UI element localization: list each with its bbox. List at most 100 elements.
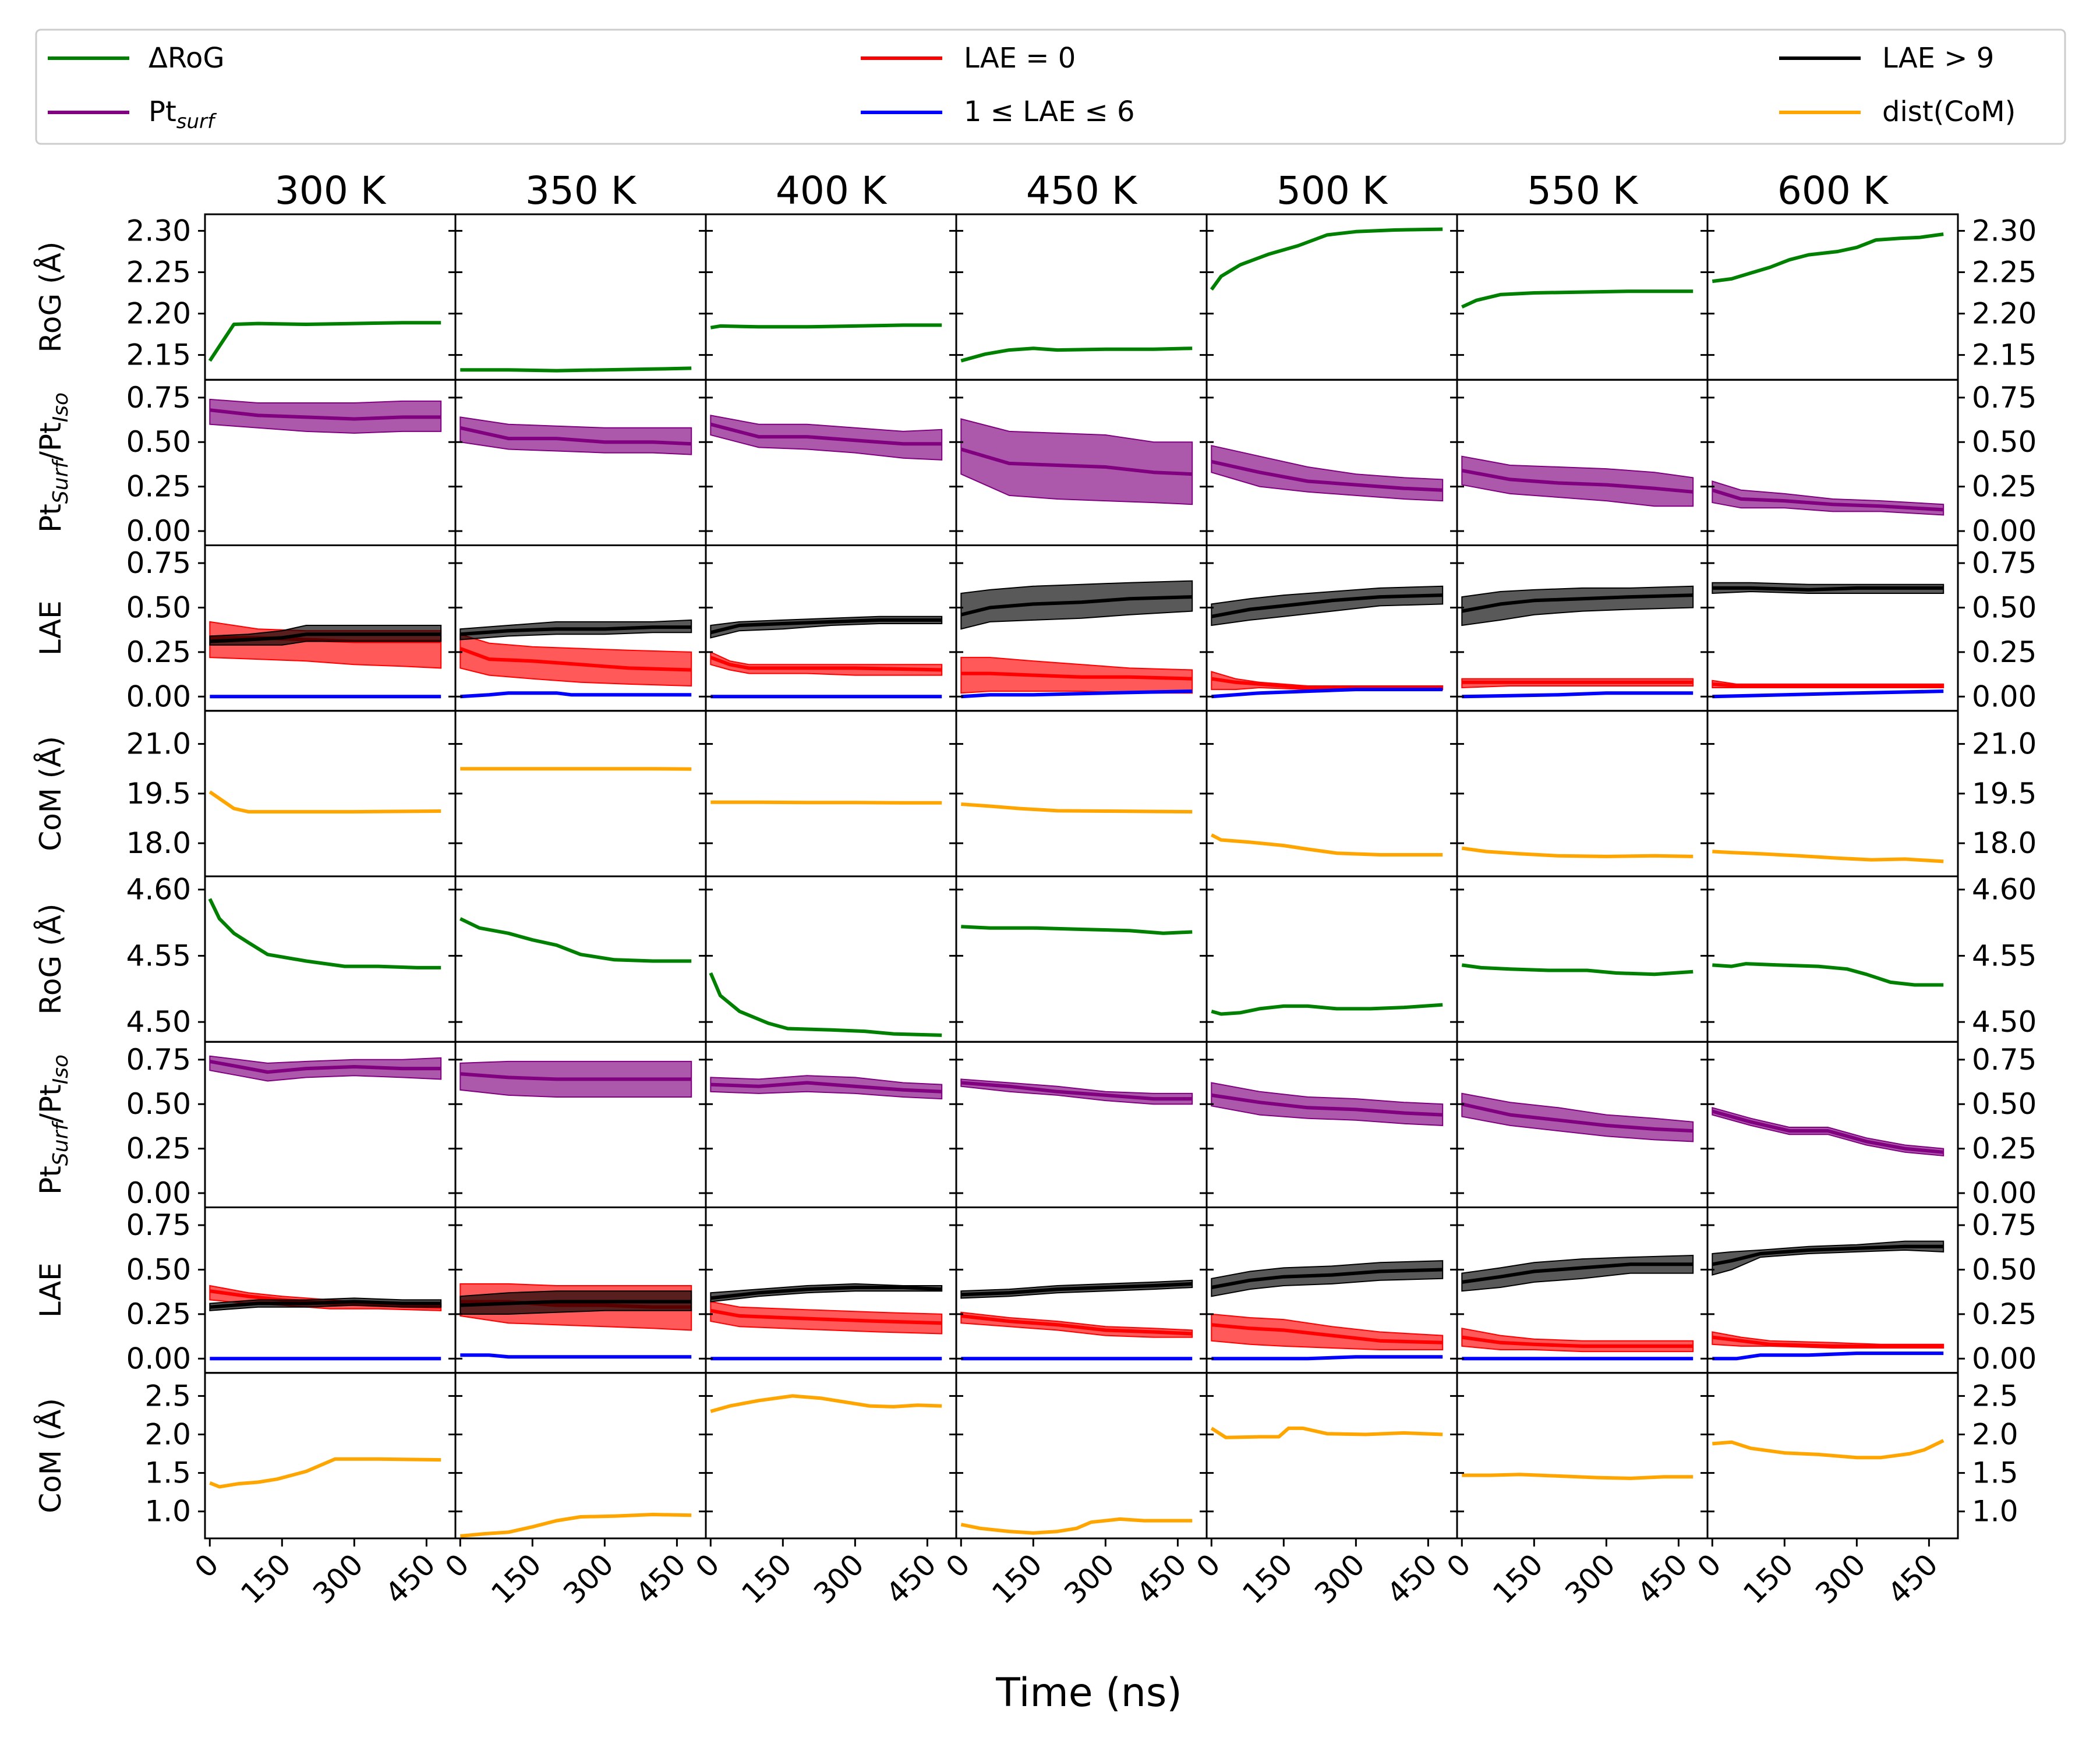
y-axis-label-sub: Iso [49, 1055, 73, 1084]
series-line-lae9_2-0 [210, 1300, 441, 1309]
series-line-lae0_2-5 [1461, 1335, 1694, 1348]
series-line-lae9_1-2 [710, 618, 942, 635]
series-line-com1-6 [1712, 850, 1944, 864]
column-title: 350 K [525, 168, 637, 213]
series-line-lae0_2-6 [1712, 1335, 1944, 1348]
series-line-lae0_2-4 [1211, 1323, 1443, 1344]
column-title: 450 K [1026, 168, 1138, 213]
series-line-lae9_1-5 [1461, 593, 1694, 613]
y-tick-label-left: 2.15 [126, 338, 191, 372]
y-tick-label-right: 0.75 [1972, 381, 2037, 415]
y-tick-label-right: 0.50 [1972, 590, 2037, 624]
series-line-lae16_1-6 [1712, 689, 1944, 699]
y-tick-label-right: 0.75 [1972, 546, 2037, 580]
y-tick-label-right: 0.50 [1972, 425, 2037, 459]
y-tick-label-left: 4.55 [126, 939, 191, 972]
y-axis-label-sub: Iso [49, 392, 73, 422]
y-tick-label-right: 0.75 [1972, 1043, 2037, 1077]
series-line-com1-5 [1461, 846, 1694, 858]
y-tick-label-left: 0.50 [126, 1087, 191, 1121]
y-tick-label-left: 0.25 [126, 1132, 191, 1166]
y-axis-label-part: /Pt [34, 1084, 68, 1123]
series-line-com2-2 [710, 1394, 942, 1413]
series-line-lae16_1-4 [1211, 688, 1443, 699]
series-line-lae9_1-1 [460, 625, 692, 636]
series-line-lae0_1-1 [459, 646, 692, 672]
series-line-lae9_1-0 [210, 632, 441, 643]
series-line-rog2-2 [709, 972, 942, 1037]
legend-label-lae16: 1 ≤ LAE ≤ 6 [964, 95, 1135, 128]
series-line-lae16_1-5 [1462, 691, 1694, 699]
series-band-lae9_1-2 [710, 615, 943, 639]
series-line-pt2-0 [209, 1059, 441, 1074]
y-tick-label-right: 4.50 [1972, 1005, 2037, 1039]
y-tick-label-left: 0.00 [126, 1342, 191, 1375]
series-line-pt2-4 [1211, 1093, 1443, 1117]
y-tick-label-right: 0.25 [1972, 470, 2037, 504]
series-line-pt1-0 [209, 408, 441, 421]
series-line-rog1-3 [960, 346, 1193, 363]
y-tick-label-right: 0.75 [1972, 1208, 2037, 1242]
series-line-lae9_2-3 [961, 1282, 1193, 1297]
subplot-grid: 2.15 2.15 2.20 2.20 2.25 2.25 2.30 2.30 RoG (Å) 0… [34, 168, 2037, 1611]
series-line-lae0_1-6 [1712, 682, 1944, 688]
y-tick-label-right: 2.20 [1972, 297, 2037, 331]
legend-label-lae9: LAE > 9 [1882, 42, 1994, 75]
y-axis-label-sub: Surf [49, 458, 73, 504]
legend-label-com: dist(CoM) [1882, 95, 2016, 128]
series-line-rog1-4 [1210, 227, 1443, 291]
legend: ΔRoG Ptsurf LAE = 0 1 ≤ LAE ≤ 6 LAE > 9 … [35, 29, 2066, 145]
series-line-rog2-4 [1211, 1003, 1443, 1016]
y-tick-label-right: 2.0 [1972, 1418, 2018, 1452]
series-line-com2-4 [1210, 1426, 1443, 1439]
y-tick-label-left: 0.25 [126, 1297, 191, 1331]
series-band-pt1-1 [459, 416, 692, 455]
y-tick-label-left: 2.5 [144, 1379, 191, 1413]
y-tick-label-left: 0.50 [126, 425, 191, 459]
y-tick-label-left: 2.30 [126, 214, 191, 247]
series-line-rog2-0 [208, 898, 441, 969]
y-axis-label-part: Pt [34, 1166, 68, 1195]
series-line-lae16_1-3 [961, 689, 1193, 699]
y-tick-label-left: 0.00 [126, 514, 191, 548]
y-axis-label: LAE [34, 600, 68, 656]
series-line-pt2-6 [1712, 1109, 1944, 1154]
series-band-pt2-2 [710, 1075, 943, 1100]
series-line-com2-1 [460, 1513, 692, 1538]
series-line-lae9_2-6 [1712, 1244, 1944, 1266]
legend-label-pt: Ptsurf [149, 95, 217, 133]
y-tick-label-right: 0.50 [1972, 1252, 2037, 1286]
y-tick-label-right: 0.25 [1972, 635, 2037, 669]
series-band-lae9_1-3 [960, 580, 1193, 630]
series-line-pt1-2 [710, 422, 942, 446]
y-axis-label: CoM (Å) [34, 736, 68, 851]
y-axis-label: RoG (Å) [34, 242, 68, 353]
y-tick-label-left: 1.5 [144, 1456, 191, 1490]
y-tick-label-left: 0.25 [126, 635, 191, 669]
y-tick-label-left: 0.75 [126, 381, 191, 415]
y-tick-label-right: 0.25 [1972, 1132, 2037, 1166]
series-line-lae16_2-1 [460, 1353, 692, 1359]
y-tick-label-right: 1.5 [1972, 1456, 2018, 1490]
series-line-com2-3 [960, 1517, 1193, 1535]
series-line-com1-4 [1210, 833, 1443, 857]
series-band-lae9_2-6 [1712, 1240, 1945, 1276]
series-line-lae9_2-2 [710, 1286, 942, 1300]
panel-frame-r7-c6 [1706, 1372, 1959, 1540]
y-tick-label-right: 2.30 [1972, 214, 2037, 247]
y-axis-label: RoG (Å) [34, 904, 68, 1015]
y-tick-label-left: 4.60 [126, 873, 191, 907]
series-line-rog1-2 [710, 323, 942, 330]
legend-label-lae0: LAE = 0 [964, 42, 1076, 75]
series-line-rog2-1 [459, 917, 692, 963]
series-line-pt1-1 [459, 426, 692, 446]
series-line-lae0_2-2 [710, 1308, 942, 1325]
column-title: 300 K [275, 168, 387, 213]
y-axis-label: PtSurf/PtIso [34, 1055, 73, 1195]
y-tick-label-left: 0.25 [126, 470, 191, 504]
series-line-rog1-1 [460, 366, 692, 373]
series-line-lae0_1-2 [710, 656, 942, 672]
y-tick-label-left: 0.00 [126, 680, 191, 713]
column-title: 500 K [1277, 168, 1388, 213]
